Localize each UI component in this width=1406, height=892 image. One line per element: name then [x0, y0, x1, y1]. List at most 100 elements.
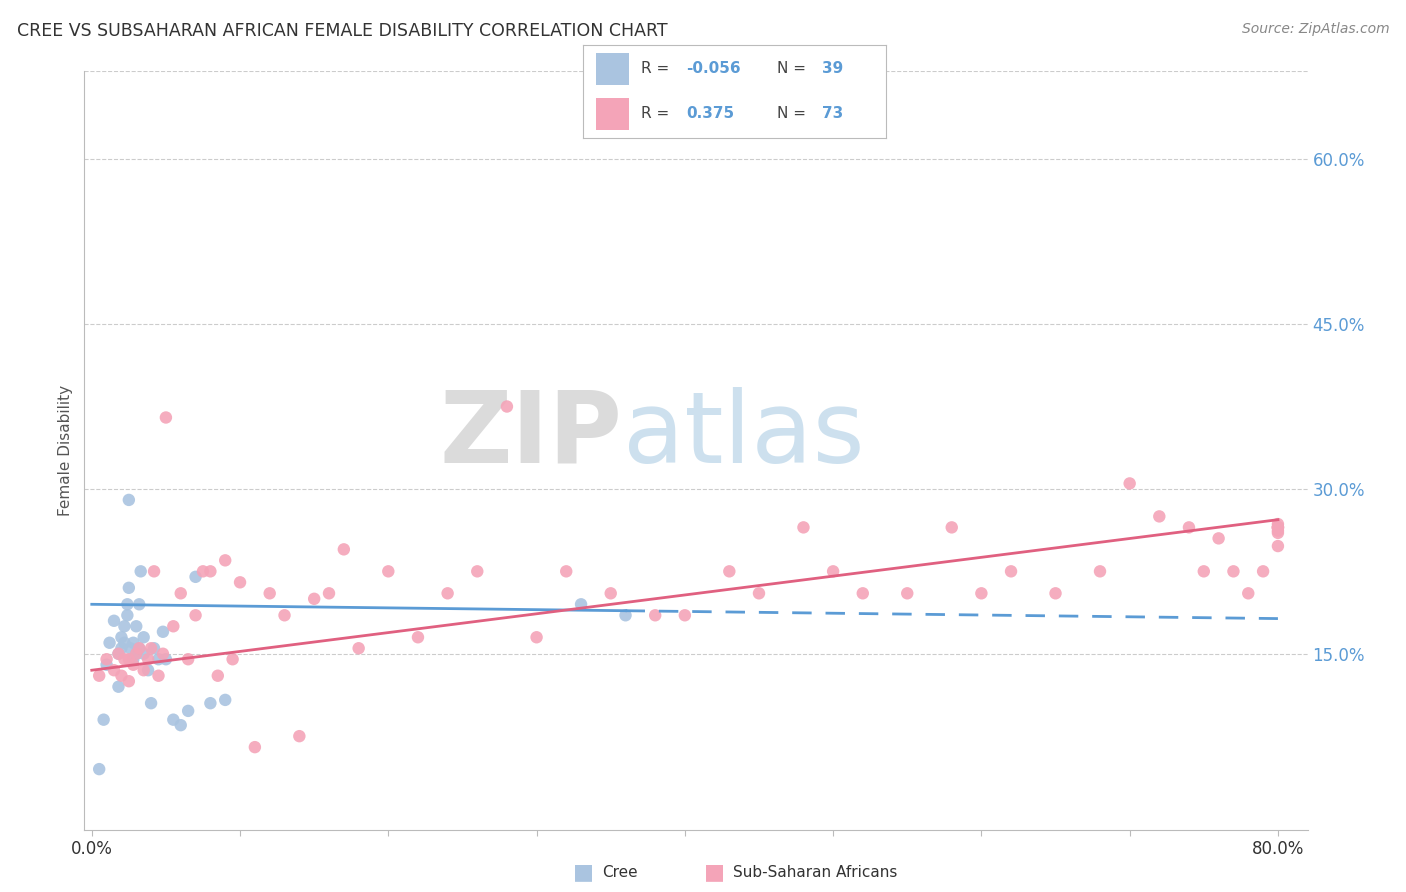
Point [273, 608, 295, 623]
Point [852, 586, 875, 600]
Text: ZIP: ZIP [440, 387, 623, 483]
Point [465, 565, 488, 579]
Point [229, 575, 252, 590]
Text: ■: ■ [574, 863, 593, 882]
Point [1267, 524, 1289, 538]
Point [1267, 517, 1289, 532]
Point [644, 608, 666, 623]
Point [1267, 539, 1289, 553]
Point [1267, 520, 1289, 534]
Point [125, 619, 148, 633]
Point [347, 641, 370, 656]
Point [1000, 565, 1022, 579]
Text: R =: R = [641, 61, 673, 76]
Point [93, 713, 115, 727]
Y-axis label: Female Disability: Female Disability [58, 384, 73, 516]
Bar [596, 53, 628, 85]
Point [107, 647, 129, 661]
Point [496, 400, 519, 414]
Point [129, 565, 152, 579]
Point [148, 652, 170, 666]
Point [96, 652, 118, 666]
Text: Sub-Saharan Africans: Sub-Saharan Africans [733, 865, 897, 880]
Point [148, 669, 170, 683]
Point [1267, 520, 1289, 534]
Point [214, 553, 236, 567]
Text: N =: N = [778, 61, 811, 76]
Point [436, 586, 458, 600]
Point [143, 641, 166, 656]
Point [136, 652, 159, 666]
Point [170, 718, 193, 732]
Point [1178, 520, 1201, 534]
Point [110, 641, 132, 656]
Point [170, 586, 193, 600]
Point [377, 565, 399, 579]
Point [191, 565, 214, 579]
Point [118, 581, 141, 595]
Point [221, 652, 243, 666]
Point [1267, 520, 1289, 534]
Text: R =: R = [641, 106, 673, 121]
Text: 0.375: 0.375 [686, 106, 734, 121]
Point [1237, 586, 1260, 600]
Point [117, 608, 139, 623]
Point [599, 586, 621, 600]
Point [748, 586, 770, 600]
Point [823, 565, 845, 579]
Point [155, 410, 177, 425]
Point [673, 608, 696, 623]
Point [1208, 532, 1230, 546]
Point [1267, 520, 1289, 534]
Point [112, 636, 135, 650]
Point [1118, 476, 1140, 491]
Point [139, 641, 162, 656]
Point [122, 657, 145, 672]
Point [152, 624, 174, 639]
Text: atlas: atlas [623, 387, 865, 483]
Point [152, 647, 174, 661]
Text: N =: N = [778, 106, 811, 121]
Text: Cree: Cree [602, 865, 637, 880]
Point [1267, 525, 1289, 540]
Point [132, 630, 155, 644]
Point [177, 652, 200, 666]
Point [128, 641, 150, 656]
Point [333, 542, 356, 557]
Point [1251, 565, 1274, 579]
Point [941, 520, 963, 534]
Text: 39: 39 [823, 61, 844, 76]
Point [112, 652, 135, 666]
Point [288, 729, 311, 743]
Point [1149, 509, 1171, 524]
Point [896, 586, 918, 600]
Point [155, 652, 177, 666]
Point [118, 492, 141, 507]
Point [132, 647, 155, 661]
Point [184, 570, 207, 584]
Point [110, 630, 132, 644]
Point [132, 663, 155, 677]
Point [1088, 565, 1111, 579]
Point [125, 647, 148, 661]
Point [143, 565, 166, 579]
Point [120, 641, 142, 656]
Point [1045, 586, 1067, 600]
Point [200, 696, 222, 710]
Text: CREE VS SUBSAHARAN AFRICAN FEMALE DISABILITY CORRELATION CHART: CREE VS SUBSAHARAN AFRICAN FEMALE DISABI… [17, 22, 668, 40]
Text: -0.056: -0.056 [686, 61, 741, 76]
Point [177, 704, 200, 718]
Point [103, 614, 125, 628]
Text: ■: ■ [704, 863, 724, 882]
Point [569, 597, 592, 611]
Point [555, 565, 578, 579]
Point [162, 619, 184, 633]
Point [128, 597, 150, 611]
Point [406, 630, 429, 644]
Point [107, 680, 129, 694]
Point [162, 713, 184, 727]
Point [718, 565, 741, 579]
Point [614, 608, 637, 623]
Point [128, 641, 150, 656]
Point [98, 636, 121, 650]
